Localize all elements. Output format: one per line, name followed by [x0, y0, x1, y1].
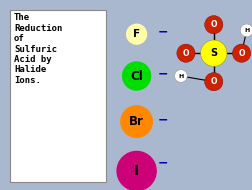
Text: Cl: Cl	[130, 70, 142, 82]
Circle shape	[120, 105, 152, 138]
Circle shape	[200, 40, 226, 66]
Text: I: I	[134, 164, 139, 178]
Text: −: −	[157, 26, 168, 39]
Text: −: −	[157, 68, 168, 81]
Text: −: −	[157, 157, 168, 170]
Circle shape	[204, 73, 222, 91]
Text: The
Reduction
of
Sulfuric
Acid by
Halide
Ions.: The Reduction of Sulfuric Acid by Halide…	[14, 13, 62, 85]
Text: O: O	[182, 49, 188, 58]
Text: H: H	[243, 28, 248, 33]
Circle shape	[125, 24, 147, 45]
Circle shape	[176, 44, 194, 62]
Text: O: O	[237, 49, 244, 58]
Circle shape	[121, 61, 151, 91]
Circle shape	[232, 44, 250, 62]
Text: −: −	[157, 113, 168, 126]
Text: S: S	[209, 48, 216, 58]
FancyBboxPatch shape	[10, 10, 106, 182]
Text: O: O	[210, 20, 216, 29]
Text: O: O	[210, 77, 216, 86]
Circle shape	[116, 151, 156, 190]
Circle shape	[174, 70, 186, 82]
Text: Br: Br	[129, 115, 143, 128]
Text: F: F	[133, 29, 140, 39]
Circle shape	[204, 16, 222, 34]
Text: H: H	[178, 74, 183, 78]
Circle shape	[239, 24, 252, 37]
